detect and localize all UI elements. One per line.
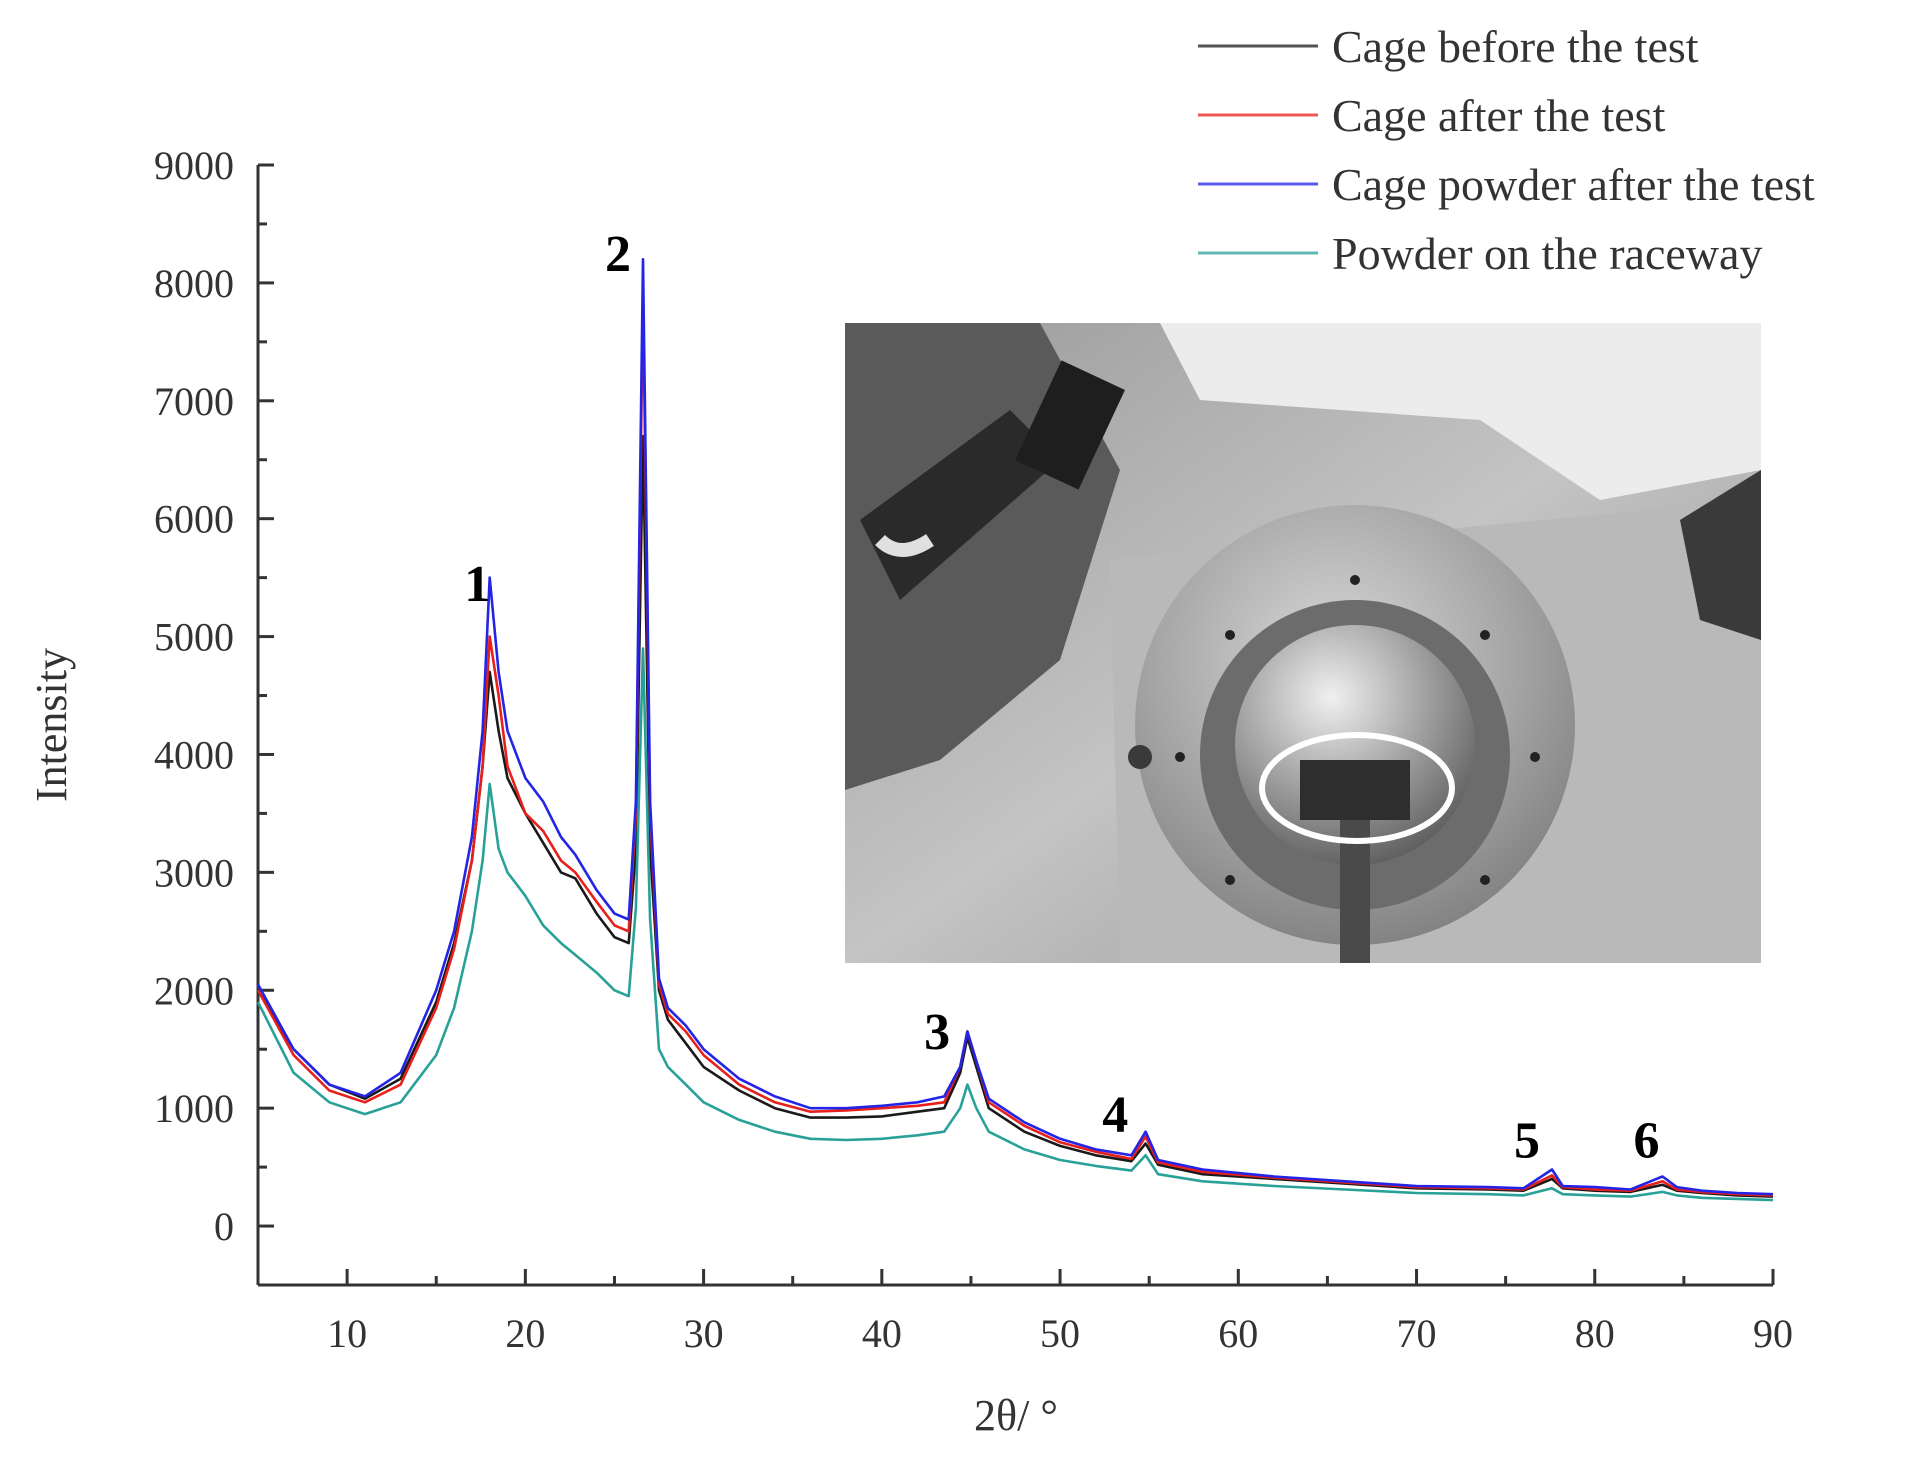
- inset-sample-holder: [1300, 760, 1410, 820]
- x-tick-label: 80: [1575, 1311, 1615, 1356]
- x-tick-label: 50: [1040, 1311, 1080, 1356]
- x-tick-label: 30: [684, 1311, 724, 1356]
- y-tick-label: 1000: [154, 1086, 234, 1131]
- y-tick-label: 6000: [154, 497, 234, 542]
- y-tick-label: 2000: [154, 968, 234, 1013]
- peak-label: 2: [605, 226, 631, 283]
- inset-right-arm: [1680, 470, 1761, 640]
- peak-label: 6: [1633, 1113, 1659, 1170]
- y-tick-label: 5000: [154, 615, 234, 660]
- inset-white-panel: [1160, 323, 1761, 500]
- inset-left-block: [1015, 360, 1125, 490]
- series-group: [256, 257, 1774, 1202]
- inset-highlight-ellipse: [1259, 732, 1455, 844]
- legend-label: Powder on the raceway: [1332, 228, 1762, 279]
- inset-screw: [1225, 875, 1235, 885]
- x-tick-label: 60: [1218, 1311, 1258, 1356]
- inset-screw: [1480, 875, 1490, 885]
- peak-label: 1: [464, 556, 490, 613]
- peak-label: 5: [1514, 1113, 1540, 1170]
- y-ticks: 0 1000 2000 3000 4000 5000 6000 7000 8000 9000: [154, 143, 274, 1249]
- series-line: [256, 257, 1774, 1196]
- inset-screw: [1225, 630, 1235, 640]
- chart-axes: [256, 165, 1773, 1287]
- x-tick-label: 20: [505, 1311, 545, 1356]
- y-tick-label: 3000: [154, 850, 234, 895]
- x-axis-label: 2θ/ °: [974, 1391, 1058, 1440]
- y-axis-label: Intensity: [27, 648, 76, 802]
- peak-label: 3: [924, 1004, 950, 1061]
- y-tick-label: 0: [214, 1204, 234, 1249]
- inset-inner-cone: [1235, 625, 1475, 865]
- x-tick-label: 10: [327, 1311, 367, 1356]
- inset-screw: [1350, 575, 1360, 585]
- y-tick-label: 9000: [154, 143, 234, 188]
- inset-photo: [845, 323, 1761, 963]
- y-tick-label: 4000: [154, 732, 234, 777]
- inset-screw: [1530, 752, 1540, 762]
- x-tick-label: 40: [862, 1311, 902, 1356]
- inset-screw: [1480, 630, 1490, 640]
- x-tick-label: 90: [1753, 1311, 1793, 1356]
- y-tick-label: 8000: [154, 261, 234, 306]
- inset-screw: [1175, 752, 1185, 762]
- x-tick-label: 70: [1397, 1311, 1437, 1356]
- series-line: [256, 647, 1774, 1202]
- legend-label: Cage before the test: [1332, 21, 1699, 72]
- inset-knob: [1128, 745, 1152, 769]
- legend-label: Cage after the test: [1332, 90, 1666, 141]
- y-tick-label: 7000: [154, 379, 234, 424]
- peak-label: 4: [1102, 1087, 1128, 1144]
- peak-annotations: 1 2 3 4 5 6: [464, 226, 1659, 1170]
- legend: Cage before the test Cage after the test C…: [1198, 21, 1815, 279]
- legend-label: Cage powder after the test: [1332, 159, 1815, 210]
- x-ticks: 10 20 30 40 50 60 70 80 90: [327, 1269, 1793, 1356]
- inset-cable: [875, 534, 934, 557]
